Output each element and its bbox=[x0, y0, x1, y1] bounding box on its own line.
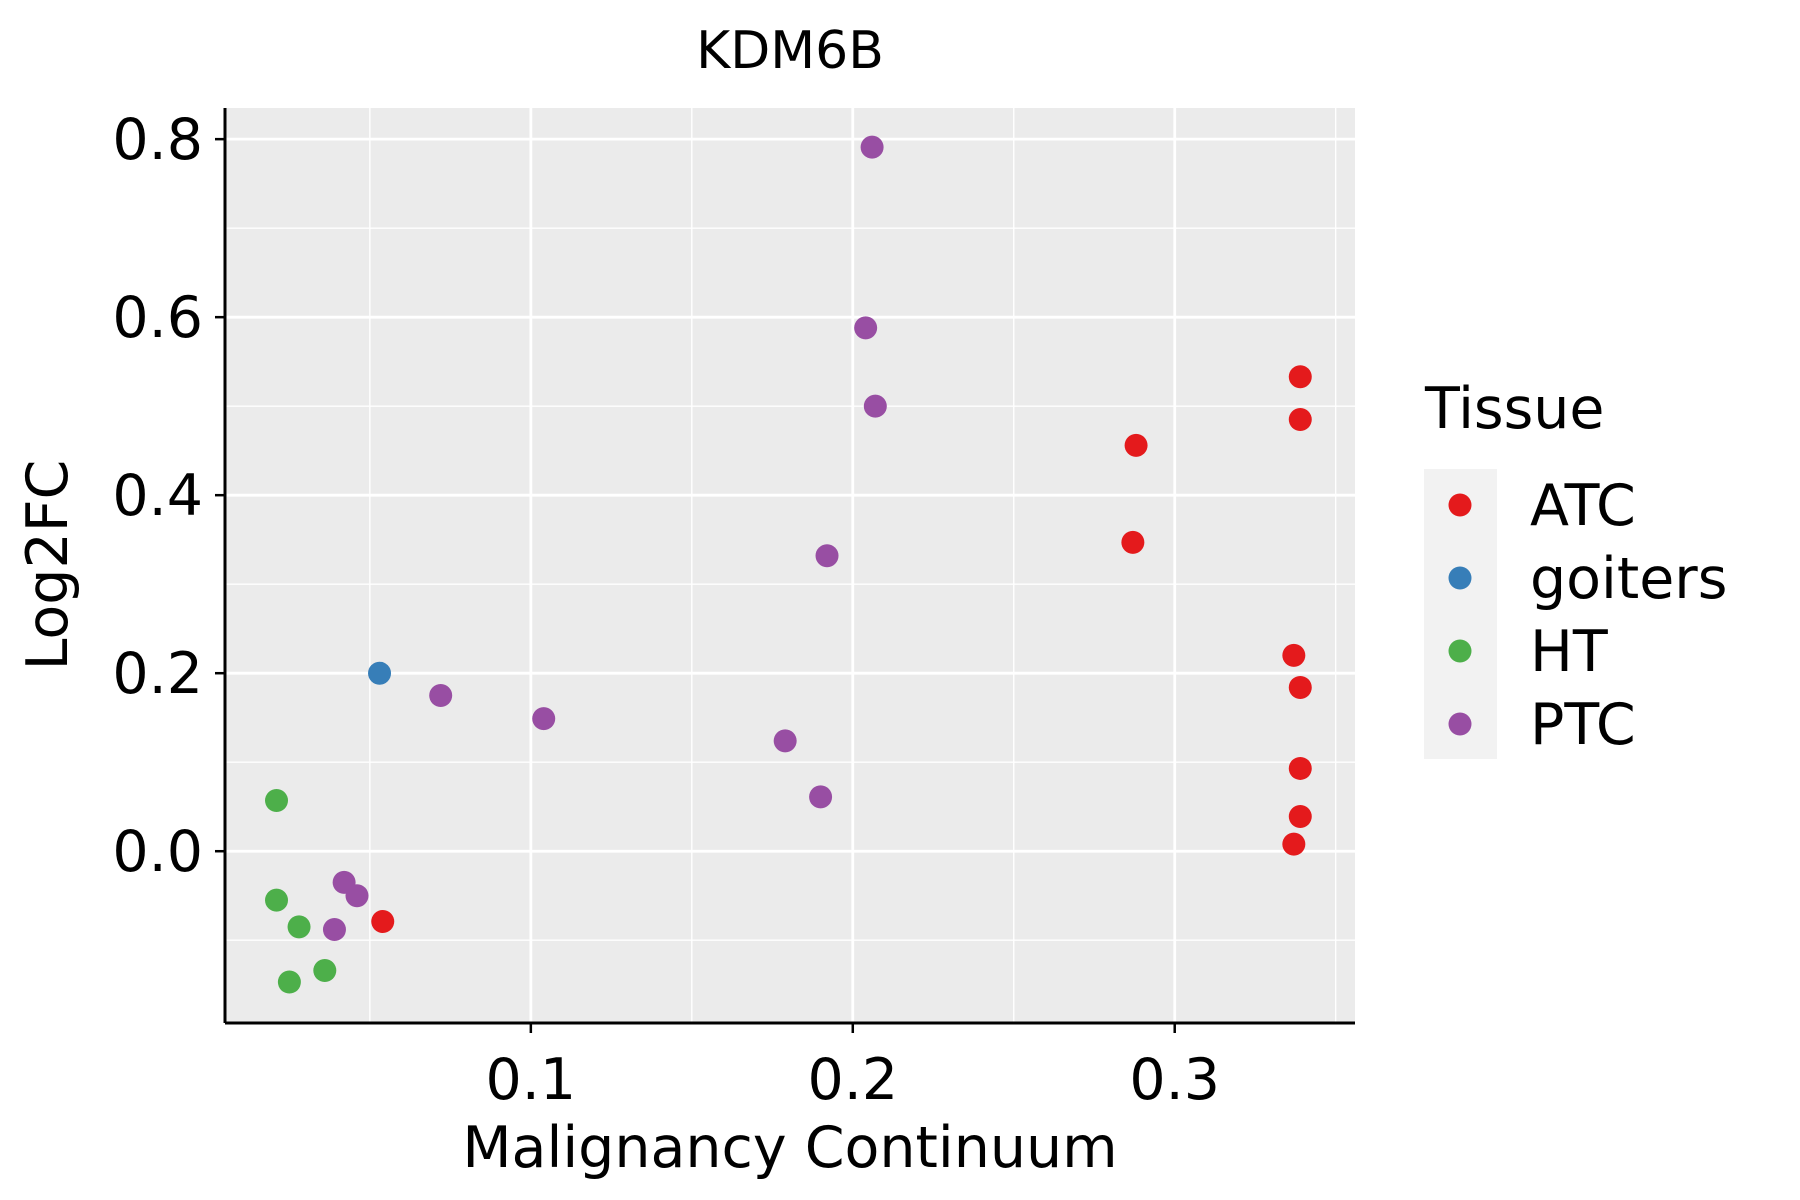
major-gridlines bbox=[225, 108, 1355, 1023]
chart-title: KDM6B bbox=[696, 21, 884, 81]
data-points bbox=[265, 135, 1312, 994]
legend-label-goiters: goiters bbox=[1530, 546, 1727, 612]
data-point-atc bbox=[1288, 756, 1312, 780]
data-point-atc bbox=[1288, 675, 1312, 699]
y-axis-label: Log2FC bbox=[15, 460, 81, 671]
data-point-ptc bbox=[532, 707, 556, 731]
data-point-atc bbox=[371, 910, 395, 934]
y-tick-label: 0.2 bbox=[112, 641, 203, 707]
data-point-ht bbox=[265, 888, 289, 912]
data-point-ht bbox=[265, 788, 289, 812]
data-point-ptc bbox=[809, 785, 833, 809]
data-point-atc bbox=[1288, 805, 1312, 829]
legend-key-ptc bbox=[1448, 712, 1472, 736]
legend-key-atc bbox=[1448, 493, 1472, 517]
legend-title: Tissue bbox=[1424, 376, 1605, 442]
data-point-ptc bbox=[854, 316, 878, 340]
y-tick-label: 0.6 bbox=[112, 285, 203, 351]
data-point-atc bbox=[1282, 832, 1306, 856]
data-point-ht bbox=[313, 958, 337, 982]
legend-key-goiters bbox=[1448, 566, 1472, 590]
data-point-ptc bbox=[815, 544, 839, 568]
legend-label-atc: ATC bbox=[1530, 473, 1636, 539]
legend-key-background bbox=[1424, 469, 1497, 759]
data-point-ptc bbox=[429, 683, 453, 707]
plot-panel bbox=[225, 108, 1355, 1023]
x-axis-label: Malignancy Continuum bbox=[462, 1115, 1117, 1181]
data-point-ptc bbox=[322, 918, 346, 942]
y-tick-label: 0.4 bbox=[112, 463, 203, 529]
x-axis-ticks: 0.1 0.2 0.3 bbox=[486, 1023, 1220, 1113]
x-tick-label: 0.3 bbox=[1129, 1047, 1220, 1113]
data-point-ptc bbox=[773, 729, 797, 753]
x-tick-label: 0.1 bbox=[486, 1047, 577, 1113]
y-axis-ticks: 0.0 0.2 0.4 0.6 0.8 bbox=[112, 107, 225, 885]
y-tick-label: 0.0 bbox=[112, 819, 203, 885]
data-point-atc bbox=[1124, 433, 1148, 457]
data-point-ptc bbox=[863, 394, 887, 418]
legend-label-ht: HT bbox=[1530, 619, 1608, 685]
data-point-ht bbox=[277, 970, 301, 994]
data-point-ptc bbox=[860, 135, 884, 159]
data-point-ptc bbox=[345, 884, 369, 908]
y-tick-label: 0.8 bbox=[112, 107, 203, 173]
data-point-atc bbox=[1121, 530, 1145, 554]
data-point-atc bbox=[1282, 643, 1306, 667]
legend-label-ptc: PTC bbox=[1530, 692, 1636, 758]
x-tick-label: 0.2 bbox=[807, 1047, 898, 1113]
legend: Tissue ATC goiters HT PTC bbox=[1424, 376, 1727, 759]
data-point-atc bbox=[1288, 365, 1312, 389]
legend-entries: ATC goiters HT PTC bbox=[1448, 473, 1727, 758]
data-point-ht bbox=[287, 915, 311, 939]
minor-gridlines bbox=[225, 108, 1355, 1023]
data-point-atc bbox=[1288, 408, 1312, 432]
data-point-goiters bbox=[368, 661, 392, 685]
legend-key-ht bbox=[1448, 639, 1472, 663]
